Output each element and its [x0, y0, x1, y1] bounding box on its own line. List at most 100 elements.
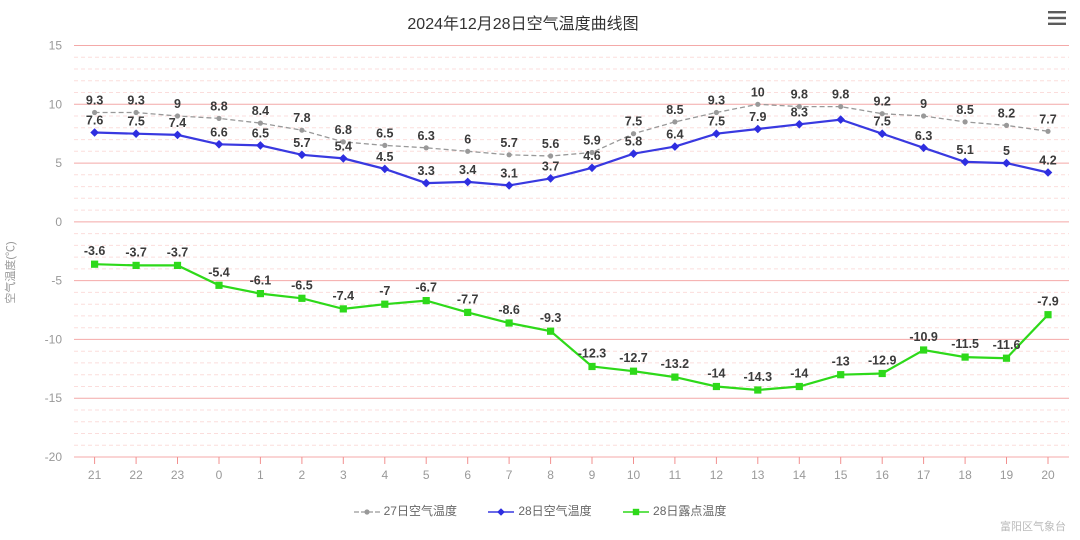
svg-text:5.7: 5.7 [293, 136, 310, 150]
svg-text:6.8: 6.8 [335, 123, 352, 137]
svg-text:-6.7: -6.7 [415, 281, 437, 295]
svg-text:14: 14 [793, 468, 807, 482]
svg-text:3: 3 [340, 468, 347, 482]
svg-text:-13: -13 [832, 355, 850, 369]
svg-text:7.5: 7.5 [708, 115, 725, 129]
svg-text:0: 0 [55, 215, 62, 229]
svg-text:-7: -7 [379, 284, 390, 298]
svg-text:-14.3: -14.3 [744, 370, 773, 384]
svg-text:9.3: 9.3 [86, 94, 103, 108]
svg-text:-5: -5 [51, 274, 62, 288]
svg-text:9: 9 [589, 468, 596, 482]
svg-text:3.3: 3.3 [418, 164, 435, 178]
svg-text:5.9: 5.9 [583, 134, 600, 148]
svg-text:-7.4: -7.4 [333, 289, 355, 303]
svg-text:-6.5: -6.5 [291, 278, 313, 292]
svg-text:7.5: 7.5 [874, 115, 891, 129]
svg-text:19: 19 [1000, 468, 1014, 482]
svg-text:-5.4: -5.4 [208, 265, 230, 279]
svg-text:6.5: 6.5 [376, 126, 393, 140]
svg-text:1: 1 [257, 468, 264, 482]
svg-text:-20: -20 [45, 450, 63, 464]
svg-text:-3.7: -3.7 [167, 245, 189, 259]
svg-text:-14: -14 [707, 367, 725, 381]
svg-text:5: 5 [1003, 144, 1010, 158]
svg-text:8.3: 8.3 [791, 105, 808, 119]
svg-text:6.3: 6.3 [418, 129, 435, 143]
svg-text:22: 22 [129, 468, 143, 482]
svg-text:8.4: 8.4 [252, 104, 269, 118]
svg-text:16: 16 [876, 468, 890, 482]
svg-text:5.1: 5.1 [956, 143, 973, 157]
svg-text:-7.7: -7.7 [457, 292, 479, 306]
svg-text:8: 8 [547, 468, 554, 482]
svg-text:6.6: 6.6 [210, 125, 227, 139]
svg-text:9.3: 9.3 [708, 94, 725, 108]
svg-text:-14: -14 [790, 367, 808, 381]
svg-text:9.8: 9.8 [832, 88, 849, 102]
svg-text:7.5: 7.5 [625, 115, 642, 129]
svg-text:-12.7: -12.7 [619, 351, 648, 365]
svg-text:23: 23 [171, 468, 185, 482]
svg-text:3.4: 3.4 [459, 163, 476, 177]
svg-text:18: 18 [958, 468, 972, 482]
svg-text:5.8: 5.8 [625, 135, 642, 149]
svg-text:3.7: 3.7 [542, 159, 559, 173]
svg-text:9: 9 [920, 97, 927, 111]
svg-text:12: 12 [710, 468, 724, 482]
svg-text:6: 6 [464, 468, 471, 482]
svg-text:-12.9: -12.9 [868, 354, 897, 368]
svg-text:9: 9 [174, 97, 181, 111]
svg-text:4: 4 [381, 468, 388, 482]
svg-text:20: 20 [1041, 468, 1055, 482]
svg-text:8.5: 8.5 [666, 103, 683, 117]
svg-text:-11.5: -11.5 [951, 337, 979, 351]
svg-text:0: 0 [216, 468, 223, 482]
svg-text:10: 10 [627, 468, 641, 482]
svg-text:7.4: 7.4 [169, 116, 186, 130]
svg-text:-3.7: -3.7 [125, 245, 147, 259]
svg-text:9.3: 9.3 [127, 94, 144, 108]
svg-text:7: 7 [506, 468, 513, 482]
svg-text:-7.9: -7.9 [1037, 295, 1059, 309]
svg-text:8.8: 8.8 [210, 99, 227, 113]
svg-text:2: 2 [299, 468, 306, 482]
svg-text:5: 5 [55, 156, 62, 170]
svg-text:7.9: 7.9 [749, 110, 766, 124]
svg-text:-12.3: -12.3 [578, 347, 607, 361]
svg-text:7.7: 7.7 [1039, 112, 1056, 126]
svg-text:8.2: 8.2 [998, 106, 1015, 120]
svg-text:9.2: 9.2 [874, 95, 891, 109]
svg-text:-6.1: -6.1 [250, 274, 272, 288]
svg-text:7.8: 7.8 [293, 111, 310, 125]
svg-text:8.5: 8.5 [956, 103, 973, 117]
svg-text:-3.6: -3.6 [84, 244, 106, 258]
svg-text:11: 11 [669, 468, 682, 482]
svg-text:5.4: 5.4 [335, 139, 352, 153]
svg-text:21: 21 [88, 468, 102, 482]
svg-text:6.4: 6.4 [666, 128, 683, 142]
svg-text:10: 10 [49, 97, 63, 111]
svg-text:5.6: 5.6 [542, 137, 559, 151]
svg-text:-15: -15 [45, 391, 63, 405]
svg-text:5.7: 5.7 [500, 136, 517, 150]
svg-text:5: 5 [423, 468, 430, 482]
svg-text:6.5: 6.5 [252, 126, 269, 140]
svg-text:15: 15 [49, 39, 63, 53]
svg-text:-13.2: -13.2 [661, 357, 690, 371]
svg-text:-10: -10 [45, 332, 63, 346]
svg-text:-11.6: -11.6 [993, 338, 1021, 352]
svg-text:6: 6 [464, 132, 471, 146]
svg-text:7.5: 7.5 [127, 115, 144, 129]
svg-text:9.8: 9.8 [791, 88, 808, 102]
svg-text:13: 13 [751, 468, 765, 482]
svg-text:7.6: 7.6 [86, 114, 103, 128]
svg-text:10: 10 [751, 85, 765, 99]
svg-text:-9.3: -9.3 [540, 311, 562, 325]
svg-text:4.2: 4.2 [1039, 154, 1056, 168]
svg-text:4.5: 4.5 [376, 150, 393, 164]
svg-text:4.6: 4.6 [583, 149, 600, 163]
svg-text:6.3: 6.3 [915, 129, 932, 143]
svg-text:3.1: 3.1 [500, 166, 517, 180]
svg-text:15: 15 [834, 468, 848, 482]
